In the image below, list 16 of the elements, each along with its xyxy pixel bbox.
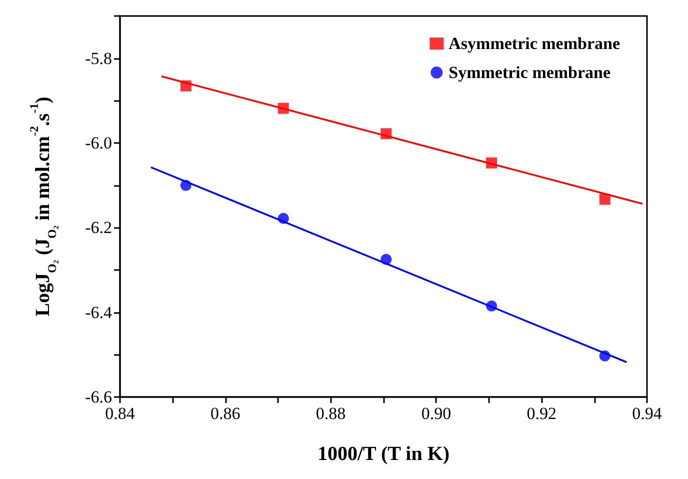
x-tick-label: 0.88: [316, 404, 346, 423]
text: LogJO₂ (JO₂ in mol.cm-2.s-1): [27, 96, 59, 316]
x-axis-title: 1000/T (T in K): [317, 443, 450, 465]
y-tick-label: -6.4: [85, 302, 112, 322]
legend-label: Symmetric membrane: [448, 63, 612, 82]
y-tick-label: -6.0: [85, 134, 112, 152]
x-tick-label: 0.84: [105, 404, 136, 423]
y-tick-label: -5.8: [85, 48, 112, 68]
y-tick-label: -6.6: [85, 388, 112, 406]
x-tick-label: 0.86: [210, 404, 240, 423]
x-tick-label: 0.92: [526, 404, 556, 423]
legend-label: Asymmetric membrane: [448, 34, 620, 53]
point: [599, 194, 610, 205]
y-tick-label: -6.2: [85, 218, 112, 238]
x-tick-label: 0.90: [421, 404, 452, 423]
x-tick-label: 0.94: [632, 404, 662, 423]
